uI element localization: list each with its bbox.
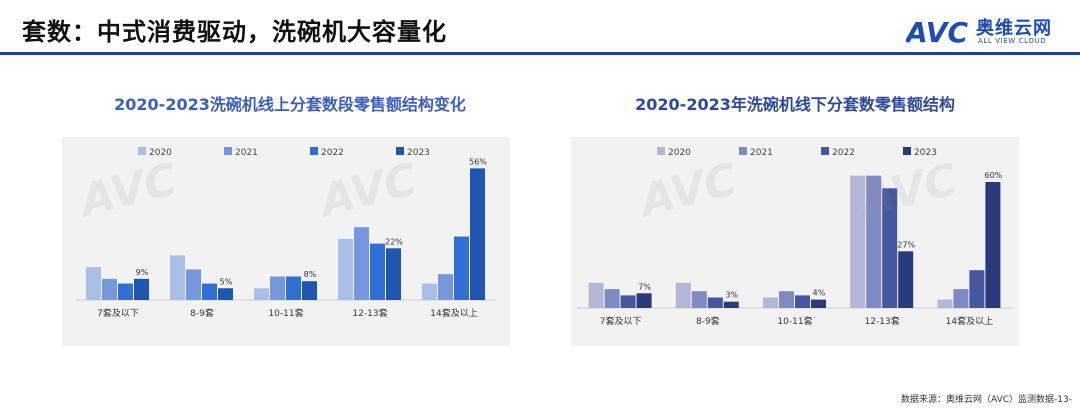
bar-2022-1 bbox=[707, 297, 723, 308]
bar-2020-2 bbox=[254, 288, 269, 300]
bar-2023-1 bbox=[723, 301, 739, 308]
data-label-1: 5% bbox=[220, 277, 233, 286]
data-label-2: 8% bbox=[304, 270, 317, 279]
bar-2023-4 bbox=[985, 182, 1001, 308]
bar-2020-1 bbox=[675, 282, 691, 308]
data-label-0: 9% bbox=[136, 268, 149, 277]
bar-2023-2 bbox=[302, 281, 317, 300]
bar-2023-0 bbox=[636, 293, 652, 308]
online-chart-panel: 2020 2021 2022 2023 9% 7套及以下 5% 8-9套 8% 10-11套 22%… bbox=[62, 137, 510, 346]
bar-2020-0 bbox=[86, 267, 101, 300]
bar-2021-2 bbox=[270, 276, 285, 300]
category-label-1: 8-9套 bbox=[696, 315, 720, 327]
bar-2023-3 bbox=[386, 248, 401, 300]
bar-2021-0 bbox=[102, 278, 117, 300]
bar-2020-3 bbox=[338, 238, 353, 300]
legend-label-2023: 2023 bbox=[914, 148, 937, 158]
category-label-0: 7套及以下 bbox=[97, 307, 139, 319]
category-label-0: 7套及以下 bbox=[600, 315, 642, 327]
offline-bar-chart: 2020 2021 2022 2023 7% 7套及以下 3% 8-9套 4% 10-11套 27%… bbox=[577, 147, 1013, 327]
data-label-3: 27% bbox=[897, 240, 915, 249]
right-chart-title: 2020-2023年洗碗机线下分套数零售额结构 bbox=[635, 95, 955, 114]
legend-label-2020: 2020 bbox=[668, 148, 691, 158]
bar-2023-0 bbox=[134, 278, 149, 300]
data-label-4: 60% bbox=[985, 171, 1003, 180]
data-label-2: 4% bbox=[813, 289, 826, 298]
data-label-0: 7% bbox=[638, 282, 651, 291]
bar-2021-1 bbox=[186, 269, 201, 300]
legend-swatch-2021 bbox=[739, 147, 747, 155]
legend-label-2022: 2022 bbox=[832, 148, 855, 158]
legend-swatch-2021 bbox=[224, 147, 232, 155]
bar-2021-3 bbox=[866, 175, 882, 308]
bar-2023-4 bbox=[470, 168, 485, 300]
avc-logo-letters: AVC bbox=[906, 16, 968, 48]
online-bar-chart: 2020 2021 2022 2023 9% 7套及以下 5% 8-9套 8% 10-11套 22%… bbox=[76, 147, 496, 319]
page-title: 套数：中式消费驱动，洗碗机大容量化 bbox=[22, 18, 447, 46]
bar-2023-3 bbox=[898, 251, 914, 308]
bar-2020-3 bbox=[850, 175, 866, 308]
bar-2023-2 bbox=[811, 299, 826, 308]
bar-2022-4 bbox=[454, 236, 469, 300]
bar-2021-0 bbox=[604, 289, 620, 308]
bar-2023-1 bbox=[218, 288, 233, 300]
bar-2021-4 bbox=[953, 289, 969, 308]
bar-2020-4 bbox=[422, 283, 437, 300]
bar-2020-4 bbox=[937, 299, 953, 308]
legend-swatch-2022 bbox=[821, 147, 829, 155]
bar-2021-3 bbox=[354, 227, 369, 300]
legend-label-2020: 2020 bbox=[149, 148, 172, 158]
legend-label-2021: 2021 bbox=[235, 148, 258, 158]
bar-2022-0 bbox=[620, 295, 636, 308]
bar-2022-2 bbox=[286, 276, 301, 300]
header: 套数：中式消费驱动，洗碗机大容量化 AVC 奥维云网 ALL VIEW CLOU… bbox=[0, 0, 1080, 52]
legend-swatch-2023 bbox=[396, 147, 404, 155]
category-label-3: 12-13套 bbox=[865, 315, 900, 327]
data-label-1: 3% bbox=[725, 291, 738, 300]
data-label-4: 56% bbox=[469, 157, 487, 166]
bar-2022-1 bbox=[202, 283, 217, 300]
legend-swatch-2020 bbox=[657, 147, 665, 155]
bar-2022-3 bbox=[882, 188, 898, 308]
category-label-2: 10-11套 bbox=[268, 307, 303, 319]
avc-logo: AVC 奥维云网 ALL VIEW CLOUD bbox=[904, 14, 1076, 49]
bar-2022-2 bbox=[795, 295, 810, 308]
category-label-4: 14套及以上 bbox=[946, 315, 993, 327]
left-chart-title: 2020-2023洗碗机线上分套数段零售额结构变化 bbox=[114, 95, 466, 114]
category-label-1: 8-9套 bbox=[190, 307, 214, 319]
header-rule bbox=[0, 52, 1080, 55]
avc-logo-icon: AVC bbox=[904, 16, 968, 49]
legend-label-2023: 2023 bbox=[407, 148, 430, 158]
category-label-3: 12-13套 bbox=[352, 307, 387, 319]
logo-chinese: 奥维云网 bbox=[976, 18, 1052, 39]
bar-2020-0 bbox=[588, 282, 604, 308]
bar-2022-4 bbox=[969, 270, 985, 308]
category-label-4: 14套及以上 bbox=[430, 307, 477, 319]
category-label-2: 10-11套 bbox=[777, 315, 812, 327]
logo-english: ALL VIEW CLOUD bbox=[978, 37, 1047, 45]
legend-swatch-2023 bbox=[903, 147, 911, 155]
bar-2020-2 bbox=[763, 297, 778, 308]
bar-2022-3 bbox=[370, 243, 385, 300]
legend-label-2022: 2022 bbox=[321, 148, 344, 158]
data-label-3: 22% bbox=[385, 237, 403, 246]
legend-swatch-2020 bbox=[138, 147, 146, 155]
offline-chart-panel: 2020 2021 2022 2023 7% 7套及以下 3% 8-9套 4% 10-11套 27%… bbox=[571, 137, 1019, 346]
legend-swatch-2022 bbox=[310, 147, 318, 155]
bar-2020-1 bbox=[170, 255, 185, 300]
bar-2021-2 bbox=[779, 291, 794, 308]
bar-2021-1 bbox=[691, 291, 707, 308]
bar-2022-0 bbox=[118, 283, 133, 300]
bar-2021-4 bbox=[438, 274, 453, 300]
legend-label-2021: 2021 bbox=[750, 148, 773, 158]
data-source: 数据来源：奥维云网（AVC）监测数据-13- bbox=[901, 395, 1072, 405]
